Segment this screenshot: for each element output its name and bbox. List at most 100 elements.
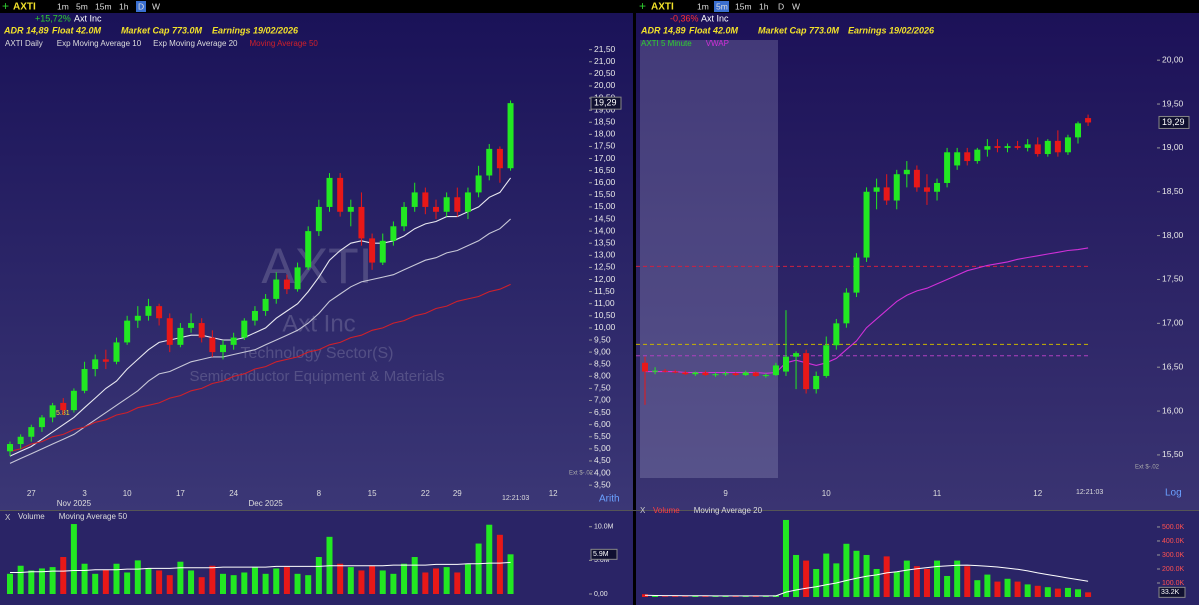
- x-tick-label: 9: [723, 489, 728, 498]
- volume-bar: [422, 572, 429, 594]
- y-tick-label: 8,50: [594, 358, 611, 368]
- candle-body: [782, 356, 789, 372]
- candle-body: [262, 298, 269, 311]
- candle-body: [873, 187, 880, 192]
- timeframe-button[interactable]: 15m: [735, 1, 752, 11]
- volume-bar: [1024, 584, 1031, 597]
- timeframe-button[interactable]: 1h: [119, 1, 129, 11]
- y-tick-label: 16,50: [1162, 361, 1184, 371]
- candle-body: [433, 206, 439, 212]
- legend-title: Volume: [653, 506, 680, 515]
- candle-body: [1014, 146, 1021, 148]
- volume-bar: [823, 553, 830, 597]
- x-tick-label: 8: [317, 489, 322, 498]
- volume-bar: [692, 596, 699, 597]
- volume-bar: [954, 560, 961, 597]
- volume-bar: [813, 568, 820, 597]
- volume-bar: [974, 580, 981, 597]
- volume-bar: [337, 563, 344, 594]
- volume-bar: [1064, 587, 1071, 597]
- indicator-line: [9, 283, 511, 452]
- legend-title: AXTI 5 Minute: [641, 39, 692, 48]
- candle-body: [124, 320, 131, 343]
- candle-body: [823, 345, 830, 376]
- stat: ADR 14,89: [3, 25, 49, 35]
- x-tick-label: Nov 2025: [57, 499, 92, 508]
- candle-body: [672, 371, 679, 373]
- volume-bar: [507, 554, 514, 594]
- right-price-pane: [636, 13, 1199, 510]
- candle-body: [230, 337, 237, 345]
- timeframe-button[interactable]: D: [138, 1, 144, 11]
- candle-body: [347, 206, 354, 212]
- company-name: Axt Inc: [701, 13, 729, 23]
- candle-body: [156, 306, 163, 319]
- candle-body: [134, 315, 141, 321]
- legend-entry[interactable]: Moving Average 20: [694, 506, 763, 515]
- close-icon[interactable]: X: [640, 506, 646, 515]
- volume-bar: [156, 570, 163, 594]
- volume-bar: [283, 567, 290, 594]
- y-tick-label: 400.0K: [1162, 538, 1185, 545]
- symbol[interactable]: AXTI: [651, 2, 674, 13]
- candle-body: [762, 375, 769, 377]
- volume-bar: [903, 560, 910, 597]
- volume-bar: [17, 565, 24, 594]
- timeframe-button[interactable]: 15m: [95, 1, 112, 11]
- volume-bar: [672, 596, 679, 597]
- candle-body: [994, 146, 1001, 148]
- y-tick-label: 300.0K: [1162, 552, 1185, 559]
- candle-body: [1034, 144, 1041, 155]
- clock: 12:21:03: [502, 495, 529, 502]
- candle-body: [883, 187, 890, 201]
- legend-entry[interactable]: Moving Average 50: [250, 39, 319, 48]
- scale-mode[interactable]: Arith: [599, 494, 620, 505]
- volume-bar: [113, 563, 120, 594]
- candle-body: [1064, 137, 1071, 153]
- volume-bar: [722, 595, 729, 597]
- timeframe-bar: 1m 5m 15m 1h D W: [697, 1, 800, 12]
- price-tag: [590, 96, 622, 110]
- volume-bar: [177, 561, 184, 594]
- legend-entry[interactable]: Exp Moving Average 10: [57, 39, 142, 48]
- volume-bar: [379, 570, 386, 594]
- timeframe-button[interactable]: 1m: [697, 1, 709, 11]
- legend-entry[interactable]: VWAP: [706, 39, 729, 48]
- close-icon[interactable]: X: [5, 513, 11, 522]
- candle-body: [102, 359, 109, 362]
- scale-mode[interactable]: Log: [1165, 488, 1182, 499]
- candle-body: [964, 152, 971, 162]
- volume-bar: [883, 556, 890, 597]
- timeframe-button[interactable]: 1m: [57, 1, 69, 11]
- legend-entry[interactable]: Moving Average 50: [59, 512, 128, 521]
- candle-body: [17, 436, 24, 445]
- legend-entry[interactable]: Exp Moving Average 20: [153, 39, 238, 48]
- add-icon[interactable]: +: [2, 0, 9, 13]
- volume-bar: [994, 581, 1001, 597]
- timeframe-button[interactable]: W: [152, 1, 160, 11]
- candle-body: [70, 390, 77, 411]
- timeframe-button[interactable]: 1h: [759, 1, 769, 11]
- volume-bar: [1054, 588, 1061, 597]
- candle-body: [1004, 146, 1011, 148]
- y-tick-label: 12,00: [594, 274, 616, 284]
- volume-bar: [273, 568, 280, 594]
- volume-ma-line: [10, 561, 511, 573]
- add-icon[interactable]: +: [639, 0, 646, 13]
- timeframe-button[interactable]: 5m: [716, 1, 728, 11]
- timeframe-button[interactable]: W: [792, 1, 800, 11]
- y-tick-label: 20,00: [1162, 54, 1184, 64]
- y-tick-label: 9,00: [594, 346, 611, 356]
- candle-body: [305, 231, 312, 268]
- timeframe-button[interactable]: 5m: [76, 1, 88, 11]
- y-tick-label: 19,00: [1162, 142, 1184, 152]
- volume-bar: [762, 596, 769, 597]
- y-tick-label: 8,00: [594, 371, 611, 381]
- candle-body: [984, 146, 991, 150]
- symbol[interactable]: AXTI: [13, 2, 36, 13]
- timeframe-bar: 1m 5m 15m 1h D W: [57, 1, 160, 12]
- timeframe-button[interactable]: D: [778, 1, 784, 11]
- candle-body: [903, 169, 910, 175]
- y-tick-label: 16,50: [594, 165, 616, 175]
